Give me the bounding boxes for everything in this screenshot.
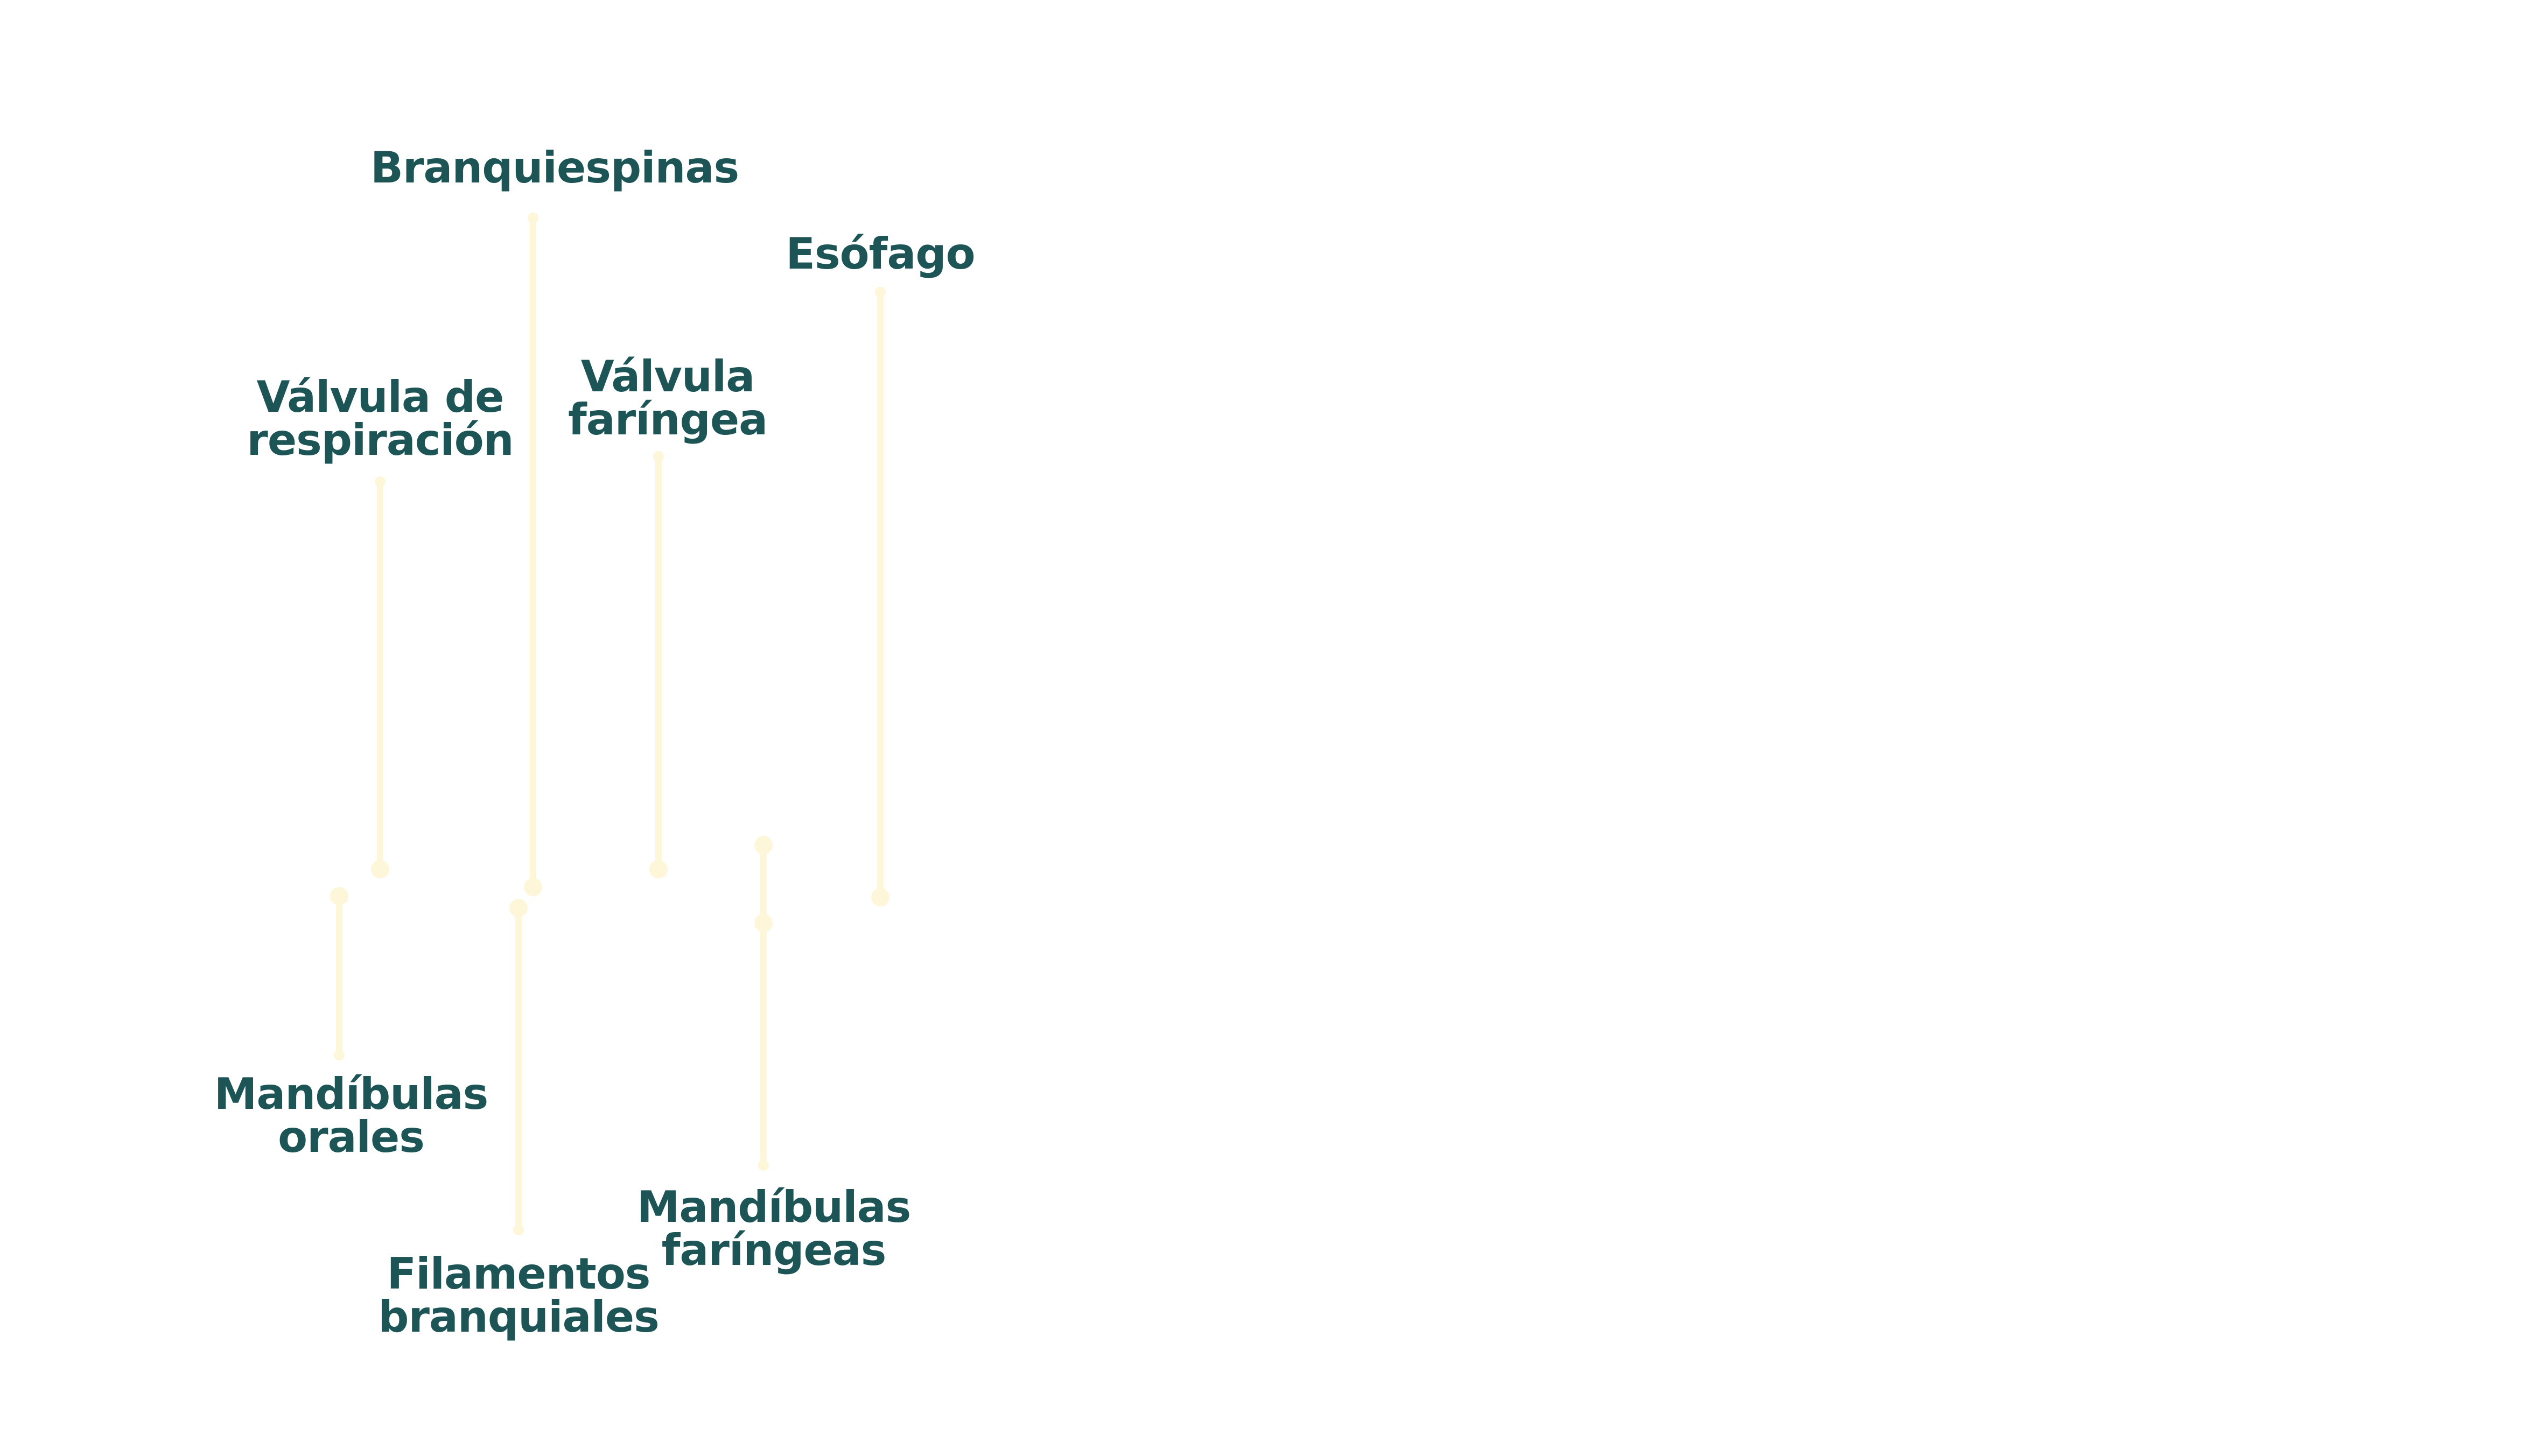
- label-line: Válvula: [580, 351, 755, 402]
- leader-anchor-dot: [524, 878, 542, 896]
- leader-end-dot: [758, 1160, 769, 1171]
- label-branquiespinas: Branquiespinas: [370, 146, 739, 189]
- leader-branquiespinas: [524, 213, 542, 896]
- leader-end-dot: [375, 476, 386, 487]
- label-line: Mandíbulas: [214, 1069, 488, 1119]
- leader-valvula-respiracion: [371, 476, 389, 878]
- leader-end-dot: [875, 287, 886, 298]
- label-valvula-respiracion: Válvula de respiración: [247, 372, 514, 465]
- label-line: orales: [278, 1112, 425, 1162]
- label-mandibulas-faringeas: Mandíbulas faríngeas: [636, 1182, 911, 1275]
- leader-anchor-dot: [371, 860, 389, 878]
- label-line: Branquiespinas: [370, 143, 739, 193]
- leader-anchor-dot: [509, 899, 528, 917]
- leader-anchor-dot: [649, 860, 668, 878]
- leader-anchor-dot-lower: [754, 914, 773, 932]
- label-line: Mandíbulas: [636, 1182, 911, 1232]
- label-filamentos-branquiales: Filamentos branquiales: [378, 1249, 660, 1342]
- leader-filamentos-branquiales: [509, 899, 528, 1235]
- label-line: Filamentos: [387, 1249, 651, 1299]
- label-line: faríngeas: [661, 1225, 887, 1275]
- label-line: branquiales: [378, 1292, 660, 1342]
- label-mandibulas-orales: Mandíbulas orales: [214, 1073, 488, 1159]
- label-line: respiración: [247, 415, 514, 465]
- label-line: Esófago: [786, 229, 975, 279]
- label-valvula-faringea: Válvula faríngea: [568, 351, 768, 445]
- leader-end-dot: [513, 1225, 524, 1235]
- leader-anchor-dot-upper: [754, 836, 773, 854]
- leader-end-dot: [334, 1050, 345, 1060]
- leader-anchor-dot: [871, 888, 889, 906]
- label-esofago: Esófago: [786, 233, 975, 276]
- leader-end-dot: [528, 213, 538, 223]
- leader-mandibulas-faringeas: [754, 836, 773, 1171]
- leader-anchor-dot: [330, 887, 348, 905]
- leader-mandibulas-orales: [330, 887, 348, 1060]
- leader-valvula-faringea: [649, 451, 668, 878]
- leader-esofago: [871, 287, 889, 906]
- leader-end-dot: [653, 451, 664, 462]
- label-line: faríngea: [568, 395, 768, 445]
- label-line: Válvula de: [256, 372, 505, 422]
